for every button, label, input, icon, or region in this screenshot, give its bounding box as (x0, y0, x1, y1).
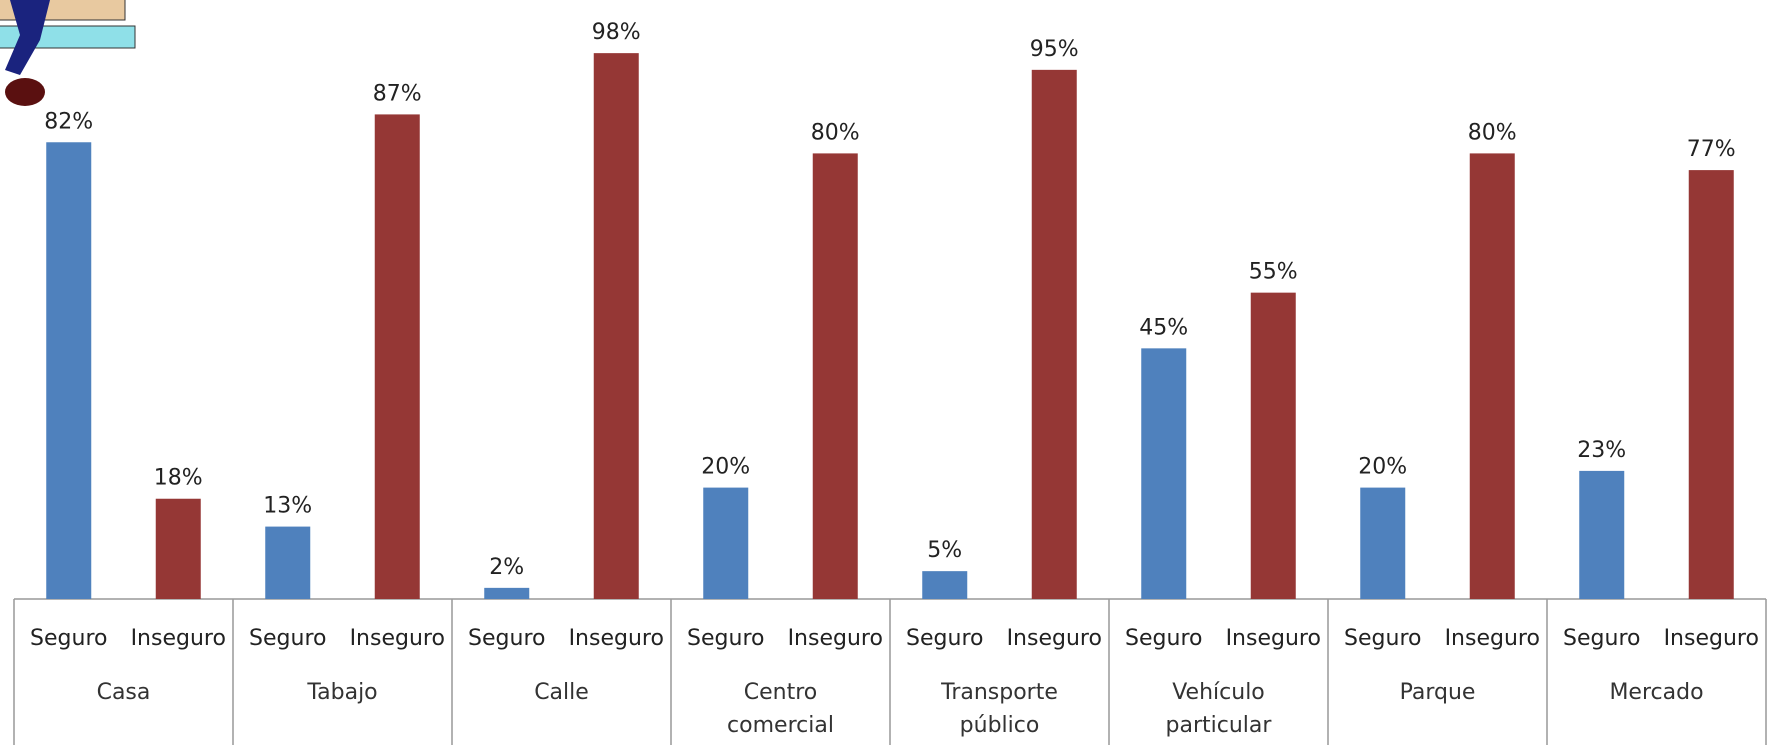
sub-category-label: Seguro (687, 626, 764, 651)
bar (1141, 348, 1187, 599)
data-label: 77% (1687, 137, 1736, 162)
data-label: 18% (154, 466, 203, 491)
data-label: 5% (927, 538, 962, 563)
clip-art (0, 0, 136, 106)
bar (265, 526, 311, 599)
bar (155, 498, 201, 599)
clip-art-shoe (5, 78, 45, 106)
data-label: 2% (489, 555, 524, 580)
bar (1031, 69, 1077, 600)
sub-category-label: Seguro (468, 626, 545, 651)
sub-category-label: Seguro (906, 626, 983, 651)
sub-category-label: Seguro (249, 626, 326, 651)
data-label: 13% (263, 494, 312, 519)
bar (1469, 153, 1515, 599)
sub-category-label: Inseguro (1007, 626, 1102, 651)
sub-category-label: Inseguro (350, 626, 445, 651)
bar (46, 142, 92, 599)
data-label: 80% (1468, 120, 1517, 145)
bar (593, 53, 639, 599)
data-label: 20% (1358, 455, 1407, 480)
data-label: 82% (44, 109, 93, 134)
bar (1579, 470, 1625, 599)
data-label: 20% (701, 455, 750, 480)
sub-category-label: Inseguro (131, 626, 226, 651)
sub-category-label: Seguro (30, 626, 107, 651)
bar (374, 114, 420, 599)
data-label: 55% (1249, 260, 1298, 285)
bar (1250, 292, 1296, 599)
category-label: Transporte público (941, 680, 1058, 738)
bar (812, 153, 858, 599)
sub-category-label: Seguro (1563, 626, 1640, 651)
data-label: 95% (1030, 37, 1079, 62)
sub-category-label: Inseguro (788, 626, 883, 651)
bar (922, 571, 968, 599)
bar (703, 487, 749, 599)
category-label: Parque (1399, 680, 1476, 705)
bar (1688, 170, 1734, 600)
clip-art-leg (5, 0, 50, 75)
category-label: Tabajo (307, 680, 378, 705)
category-label: Centro comercial (727, 680, 834, 738)
bar (484, 587, 530, 599)
category-label: Vehículo particular (1165, 680, 1272, 738)
sub-category-label: Inseguro (1226, 626, 1321, 651)
category-label: Mercado (1609, 680, 1704, 705)
sub-category-label: Inseguro (1664, 626, 1759, 651)
sub-category-label: Seguro (1125, 626, 1202, 651)
data-label: 87% (373, 81, 422, 106)
category-label: Casa (96, 680, 151, 705)
data-label: 23% (1577, 438, 1626, 463)
sub-category-label: Seguro (1344, 626, 1421, 651)
data-label: 45% (1139, 315, 1188, 340)
sub-category-label: Inseguro (1445, 626, 1540, 651)
data-label: 98% (592, 20, 641, 45)
sub-category-label: Inseguro (569, 626, 664, 651)
data-label: 80% (811, 120, 860, 145)
category-label: Calle (534, 680, 589, 705)
bar (1360, 487, 1406, 599)
